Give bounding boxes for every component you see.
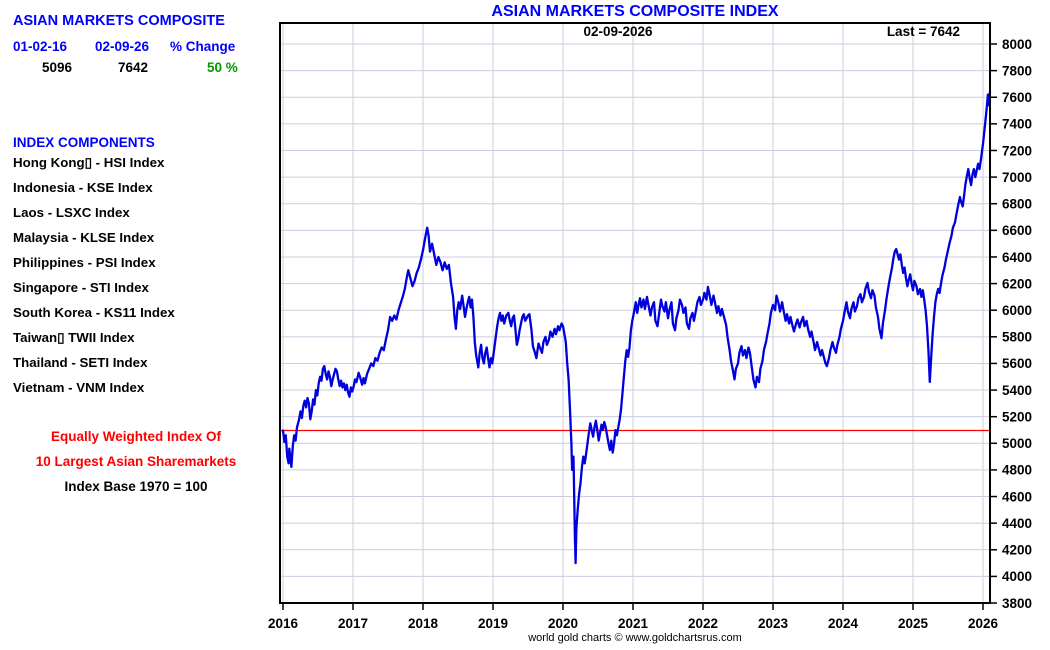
x-axis-label: 2020 — [548, 616, 578, 631]
component-item: Indonesia - KSE Index — [13, 180, 153, 195]
y-axis-label: 7200 — [1002, 143, 1032, 158]
y-axis-label: 7000 — [1002, 170, 1032, 185]
component-item: Laos - LSXC Index — [13, 205, 130, 220]
y-axis-label: 4800 — [1002, 463, 1032, 478]
last-value-label: Last = 7642 — [886, 24, 960, 39]
x-axis-label: 2017 — [338, 616, 368, 631]
end-value: 7642 — [118, 60, 149, 75]
y-axis-label: 4000 — [1002, 569, 1032, 584]
y-axis-label: 4400 — [1002, 516, 1032, 531]
component-item: Taiwan▯ TWII Index — [13, 330, 135, 345]
pct-change-value: 50 % — [207, 60, 238, 75]
y-axis-label: 7400 — [1002, 117, 1032, 132]
x-axis-label: 2022 — [688, 616, 718, 631]
y-axis-label: 6600 — [1002, 223, 1032, 238]
y-axis-label: 8000 — [1002, 37, 1032, 52]
component-item: Singapore - STI Index — [13, 280, 149, 295]
x-axis-label: 2025 — [898, 616, 929, 631]
x-axis-label: 2016 — [268, 616, 299, 631]
note-line-2: 10 Largest Asian Sharemarkets — [35, 454, 237, 469]
y-axis-label: 5000 — [1002, 436, 1032, 451]
x-axis-label: 2026 — [968, 616, 999, 631]
components-title: INDEX COMPONENTS — [13, 135, 155, 150]
y-axis-label: 6200 — [1002, 276, 1032, 291]
end-date-header: 02-09-26 — [95, 39, 150, 54]
y-axis-label: 7600 — [1002, 90, 1032, 105]
y-axis-label: 4600 — [1002, 489, 1032, 504]
y-axis-label: 5200 — [1002, 409, 1032, 424]
x-axis-label: 2023 — [758, 616, 789, 631]
plot-border — [279, 22, 991, 604]
note-line-3: Index Base 1970 = 100 — [64, 479, 208, 494]
copyright-caption: world gold charts © www.goldchartsrus.co… — [528, 632, 742, 644]
date-label: 02-09-2026 — [583, 24, 653, 39]
x-axis-label: 2024 — [828, 616, 859, 631]
component-item: Vietnam - VNM Index — [13, 380, 145, 395]
component-item: Hong Kong▯ - HSI Index — [13, 155, 165, 170]
y-axis-label: 4200 — [1002, 543, 1032, 558]
y-axis-label: 6000 — [1002, 303, 1032, 318]
x-axis-label: 2018 — [408, 616, 439, 631]
component-item: South Korea - KS11 Index — [13, 305, 175, 320]
y-axis-label: 5400 — [1002, 383, 1032, 398]
note-line-1: Equally Weighted Index Of — [50, 429, 222, 444]
start-value: 5096 — [42, 60, 73, 75]
price-line — [281, 90, 992, 565]
y-axis-label: 5600 — [1002, 356, 1032, 371]
component-item: Philippines - PSI Index — [13, 255, 156, 270]
panel-title: ASIAN MARKETS COMPOSITE — [13, 13, 225, 29]
x-axis-label: 2019 — [478, 616, 508, 631]
chart-title: ASIAN MARKETS COMPOSITE INDEX — [491, 3, 779, 20]
pct-change-header: % Change — [170, 39, 236, 54]
y-axis-label: 6800 — [1002, 197, 1032, 212]
y-axis-label: 7800 — [1002, 63, 1032, 78]
y-axis-label: 6400 — [1002, 250, 1032, 265]
component-item: Malaysia - KLSE Index — [13, 230, 155, 245]
y-axis-label: 3800 — [1002, 596, 1032, 611]
components-list: Hong Kong▯ - HSI Index Indonesia - KSE I… — [13, 150, 175, 400]
start-date-header: 01-02-16 — [13, 39, 68, 54]
component-item: Thailand - SETI Index — [13, 355, 148, 370]
y-axis-label: 5800 — [1002, 330, 1032, 345]
x-axis-label: 2021 — [618, 616, 649, 631]
